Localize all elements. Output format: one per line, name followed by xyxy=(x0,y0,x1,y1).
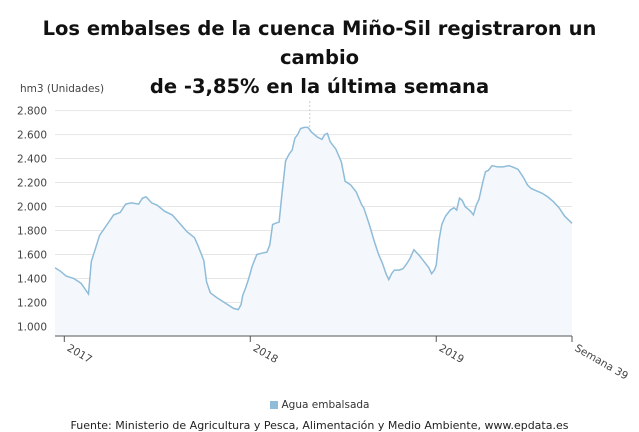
x-tick-label: 2017 xyxy=(65,342,94,366)
x-tick-label: 2019 xyxy=(437,342,466,366)
legend[interactable]: Agua embalsada xyxy=(0,399,639,411)
chart-title-line-2: de -3,85% en la última semana xyxy=(149,75,490,98)
series-line xyxy=(54,126,573,311)
y-tick-label: 2.600 xyxy=(17,130,47,142)
legend-swatch xyxy=(269,401,278,409)
series-area xyxy=(55,127,572,337)
x-tick-label: Semana 39 xyxy=(573,342,631,382)
y-tick-label: 2.400 xyxy=(17,154,47,166)
y-tick-label: 1.600 xyxy=(17,249,47,261)
y-tick-label: 1.000 xyxy=(17,321,47,333)
y-tick-label: 1.200 xyxy=(17,297,47,309)
y-tick-label: 2.800 xyxy=(17,106,47,118)
y-tick-label: 1.800 xyxy=(17,225,47,237)
x-tick-label: 2018 xyxy=(251,342,280,366)
y-tick-label: 1.400 xyxy=(17,273,47,285)
legend-label: Agua embalsada xyxy=(281,399,370,411)
y-tick-label: 2.000 xyxy=(17,202,47,214)
y-axis-unit-label: hm3 (Unidades) xyxy=(20,83,105,95)
x-axis-ticks: 2017 2018 2019 Semana 39 xyxy=(63,336,631,382)
chart-title: Los embalses de la cuenca Miño-Sil regis… xyxy=(0,14,639,101)
y-axis-ticks: 1.000 1.200 1.400 1.600 1.800 2.000 2.200 2.400… xyxy=(17,106,47,334)
y-tick-label: 2.200 xyxy=(17,178,47,190)
chart-title-line-1: Los embalses de la cuenca Miño-Sil regis… xyxy=(42,17,597,69)
source-note: Fuente: Ministerio de Agricultura y Pesc… xyxy=(70,419,569,432)
